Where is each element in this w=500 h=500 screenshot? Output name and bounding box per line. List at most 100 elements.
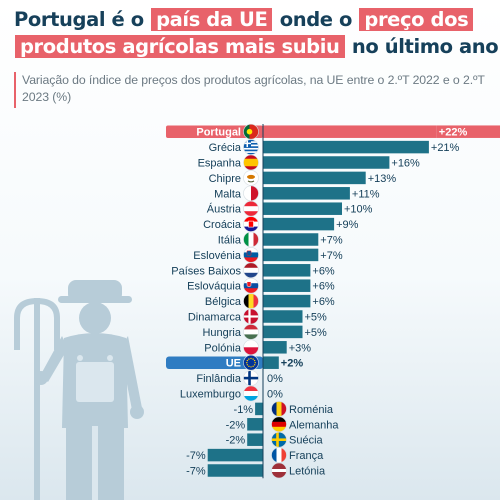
value-label: +6% xyxy=(312,296,335,308)
value-label: +5% xyxy=(305,312,328,324)
category-label: Roménia xyxy=(289,404,334,416)
category-label: Países Baixos xyxy=(171,265,241,277)
title-line-1: Portugal é o país da UE onde o preço dos xyxy=(14,8,494,31)
category-label: Áustria xyxy=(207,203,242,216)
bar-croácia xyxy=(263,217,335,231)
value-label: +10% xyxy=(344,204,373,216)
farmer-illustration xyxy=(14,280,144,500)
romania-flag xyxy=(271,401,287,417)
finland-flag-border xyxy=(243,370,259,386)
value-label: +11% xyxy=(352,188,380,200)
austria-flag xyxy=(243,201,259,217)
value-label: 0% xyxy=(267,389,283,401)
poland-flag-border xyxy=(243,339,259,356)
category-label: Chipre xyxy=(209,173,241,185)
bar-alemanha xyxy=(247,418,263,431)
latvia-flag xyxy=(271,463,287,478)
sweden-flag-border xyxy=(271,431,287,448)
bar-eslovénia xyxy=(263,248,319,262)
cyprus-flag-border xyxy=(243,170,259,186)
value-label: +7% xyxy=(320,250,343,262)
bar-ue xyxy=(263,356,279,369)
slovakia-flag-border xyxy=(243,277,259,294)
bar-suécia xyxy=(247,433,263,446)
bar-bélgica xyxy=(263,294,311,308)
category-label: Hungria xyxy=(202,327,241,339)
slovenia-flag-border xyxy=(243,247,259,263)
title-part: no último ano xyxy=(351,35,499,58)
malta-flag xyxy=(243,185,259,201)
italy-flag xyxy=(243,232,259,247)
value-label: +2% xyxy=(281,358,304,370)
greece-flag xyxy=(243,139,259,155)
title-highlight: produtos agrícolas mais subiu xyxy=(15,35,345,58)
value-highlight-bg xyxy=(436,125,500,138)
value-label: +5% xyxy=(305,327,328,339)
title-line-2: produtos agrícolas mais subiu no último … xyxy=(14,35,499,58)
title-part: onde o xyxy=(279,8,353,31)
bar-letónia xyxy=(207,464,263,477)
chart-subtitle: Variação do índice de preços dos produto… xyxy=(22,73,485,104)
category-label: Grécia xyxy=(209,142,242,154)
belgium-flag xyxy=(243,293,259,309)
category-label: Croácia xyxy=(203,219,242,231)
pitchfork-tines xyxy=(14,298,60,350)
bar-grécia xyxy=(263,140,429,154)
overall-bib xyxy=(76,362,114,402)
eu-flag-border xyxy=(243,354,259,371)
bar-itália xyxy=(263,233,319,246)
slovakia-flag xyxy=(243,278,259,294)
france-flag xyxy=(271,447,287,463)
value-label: +6% xyxy=(312,265,335,277)
category-label: Malta xyxy=(214,188,242,200)
value-label: +16% xyxy=(391,158,420,170)
value-label: -7% xyxy=(186,466,206,478)
bar-países-baixos xyxy=(263,264,311,277)
finland-flag xyxy=(243,370,259,386)
value-label: +21% xyxy=(431,142,460,154)
category-label: França xyxy=(289,450,324,462)
category-label: Eslováquia xyxy=(187,281,242,293)
subtitle-block: Variação do índice de preços dos produto… xyxy=(14,72,492,108)
luxembourg-flag-border xyxy=(243,385,259,402)
denmark-flag xyxy=(243,309,259,324)
germany-flag xyxy=(271,416,287,432)
category-label: Dinamarca xyxy=(188,312,242,324)
category-label: Luxemburgo xyxy=(180,389,241,401)
netherlands-flag-border xyxy=(243,262,259,279)
bar-polónia xyxy=(263,341,287,354)
value-label: +3% xyxy=(289,342,312,354)
bar-dinamarca xyxy=(263,310,303,323)
cyprus-flag xyxy=(243,170,259,186)
spain-flag-border xyxy=(243,154,259,171)
eu-flag xyxy=(243,355,259,371)
value-label: +13% xyxy=(368,173,397,185)
germany-flag-border xyxy=(271,416,287,433)
bar-malta xyxy=(263,187,350,200)
label-highlight-bg xyxy=(166,125,263,138)
category-label: Suécia xyxy=(289,435,324,447)
category-label: Itália xyxy=(218,235,242,247)
pitchfork-handle xyxy=(34,298,40,500)
category-label: Letónia xyxy=(289,466,326,478)
bar-portugal xyxy=(263,125,437,138)
value-label: -1% xyxy=(234,404,254,416)
category-label: Portugal xyxy=(196,127,241,139)
value-label: -2% xyxy=(226,419,246,431)
france-flag-border xyxy=(271,447,287,463)
sweden-flag xyxy=(271,432,287,448)
value-label: -2% xyxy=(226,435,246,447)
label-highlight-bg xyxy=(166,356,263,369)
bar-eslováquia xyxy=(263,279,311,292)
category-label: Eslovénia xyxy=(193,250,242,262)
value-label: -7% xyxy=(186,450,206,462)
category-label: UE xyxy=(226,358,241,370)
category-label: Espanha xyxy=(198,158,242,170)
denmark-flag-border xyxy=(243,308,259,325)
romania-flag-border xyxy=(271,401,287,417)
poland-flag xyxy=(243,339,259,355)
value-label: +6% xyxy=(312,281,335,293)
bar-chipre xyxy=(263,171,366,185)
latvia-flag-border xyxy=(271,462,287,479)
